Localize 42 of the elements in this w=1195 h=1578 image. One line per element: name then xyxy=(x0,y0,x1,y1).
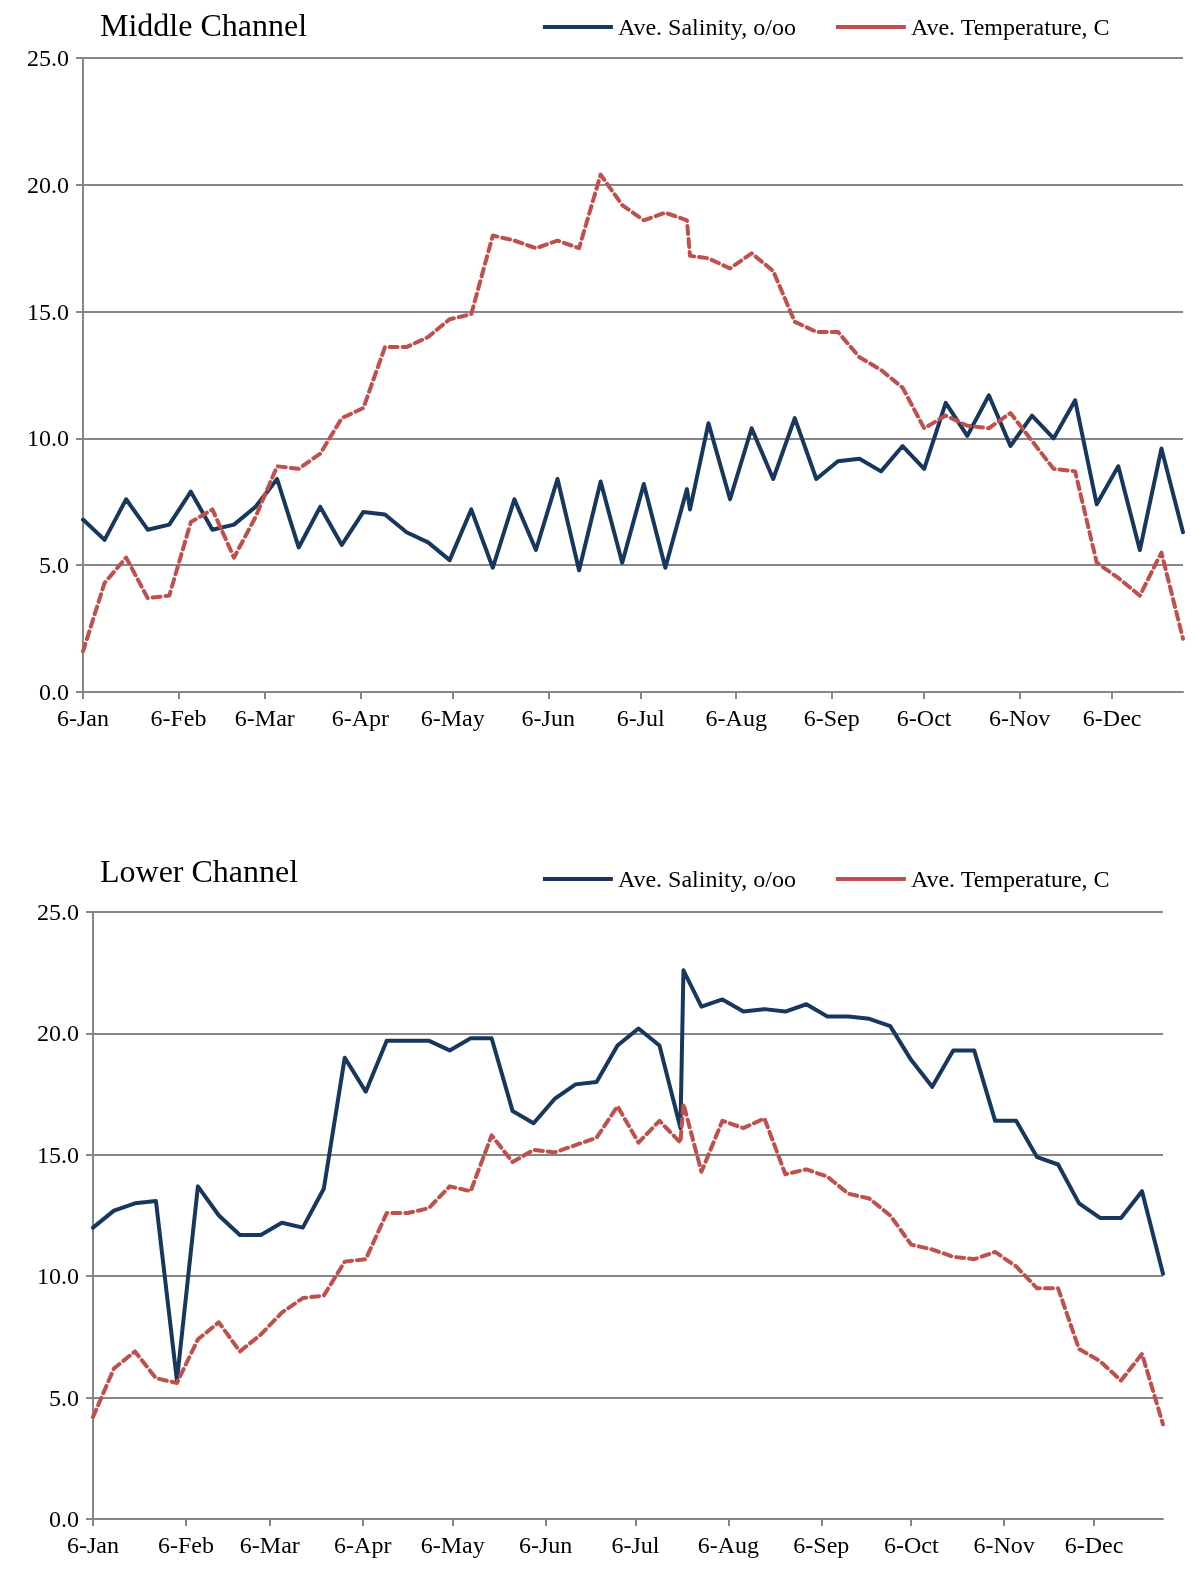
y-tick-label: 0.0 xyxy=(49,1506,79,1532)
y-tick-label: 15.0 xyxy=(27,298,69,325)
x-tick-label: 6-Apr xyxy=(334,1532,392,1558)
y-tick-label: 15.0 xyxy=(37,1141,79,1168)
x-tick-label: 6-Oct xyxy=(883,1532,939,1558)
x-tick-label: 6-Jun xyxy=(518,1532,573,1558)
x-tick-label: 6-Mar xyxy=(234,705,295,731)
x-tick-label: 6-Sep xyxy=(793,1532,850,1558)
y-tick-label: 5.0 xyxy=(49,1384,79,1411)
x-tick-label: 6-Oct xyxy=(896,705,952,731)
x-tick-label: 6-Jun xyxy=(521,705,575,731)
y-tick-label: 25.0 xyxy=(27,45,69,71)
x-tick-label: 6-Nov xyxy=(973,1532,1035,1558)
x-tick-label: 6-Apr xyxy=(331,705,389,731)
x-tick-label: 6-Dec xyxy=(1064,1532,1124,1558)
y-tick-label: 20.0 xyxy=(27,171,69,198)
x-tick-label: 6-Dec xyxy=(1082,705,1142,731)
legend-label: Ave. Salinity, o/oo xyxy=(617,14,796,40)
x-tick-label: 6-Aug xyxy=(705,705,767,731)
x-tick-label: 6-Jul xyxy=(611,1532,660,1558)
x-tick-label: 6-Jul xyxy=(616,705,666,731)
y-tick-label: 0.0 xyxy=(39,679,69,705)
chart-title: Lower Channel xyxy=(100,853,299,889)
y-tick-label: 20.0 xyxy=(37,1020,79,1047)
x-tick-label: 6-Nov xyxy=(989,705,1051,731)
x-tick-label: 6-Jan xyxy=(57,705,109,731)
x-tick-label: 6-May xyxy=(420,705,485,731)
x-tick-label: 6-Sep xyxy=(803,705,860,731)
x-tick-label: 6-Jan xyxy=(67,1532,119,1558)
x-tick-label: 6-May xyxy=(420,1532,485,1558)
y-tick-label: 5.0 xyxy=(39,552,69,579)
y-tick-label: 10.0 xyxy=(27,425,69,452)
x-tick-label: 6-Mar xyxy=(239,1532,300,1558)
x-tick-label: 6-Feb xyxy=(150,705,207,731)
y-tick-label: 25.0 xyxy=(37,899,79,925)
x-tick-label: 6-Feb xyxy=(157,1532,214,1558)
x-tick-label: 6-Aug xyxy=(697,1532,760,1558)
chart-title: Middle Channel xyxy=(100,7,308,43)
legend-label: Ave. Salinity, o/oo xyxy=(617,866,796,892)
y-tick-label: 10.0 xyxy=(37,1263,79,1290)
legend-label: Ave. Temperature, C xyxy=(910,866,1110,892)
legend-label: Ave. Temperature, C xyxy=(910,14,1110,40)
